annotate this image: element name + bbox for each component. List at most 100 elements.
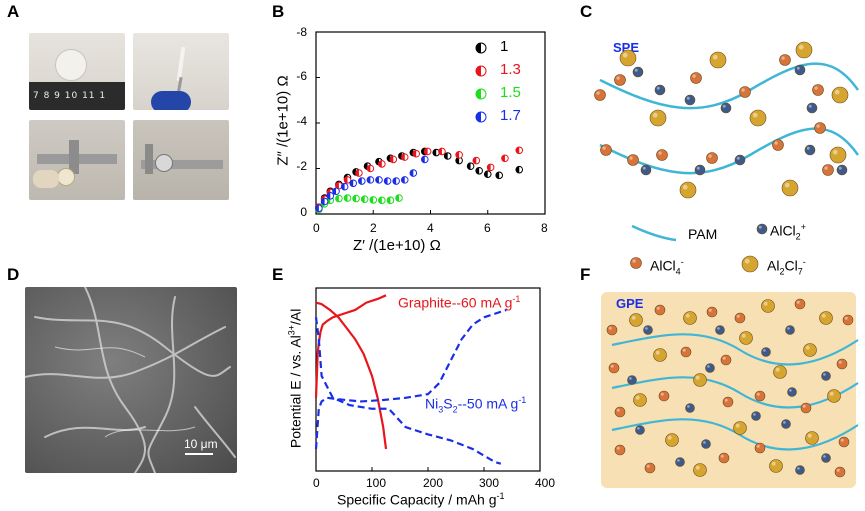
photo-membrane-flexible: [133, 33, 229, 110]
b-plot-frame: [315, 31, 546, 215]
f-ion-alcl4-shine: [682, 348, 686, 352]
b-point-3-fill: [401, 176, 405, 184]
c-ion-alcl2-shine: [736, 156, 740, 160]
ruler: 7 8 9 10 11 1: [29, 82, 125, 110]
c-ion-alcl4-shine: [658, 151, 662, 155]
f-ion-al2cl7: [665, 433, 679, 447]
c-ion-alcl4-shine: [602, 146, 606, 150]
f-ion-alcl2-shine: [687, 405, 690, 408]
c-ion-al2cl7-shine: [832, 149, 838, 155]
c-ion-alcl4: [814, 122, 826, 134]
f-ion-alcl4: [734, 312, 746, 324]
c-legend-alcl2-marker-shine: [758, 225, 762, 229]
c-ion-al2cl7: [781, 179, 799, 197]
f-ion-alcl4: [680, 346, 692, 358]
b-point-3-fill: [392, 177, 397, 185]
f-ion-al2cl7-shine: [635, 395, 640, 400]
c-ion-alcl2-shine: [656, 86, 660, 90]
b-point-1-fill: [472, 157, 477, 164]
b-point-3-fill: [321, 198, 325, 205]
f-ion-al2cl7: [633, 393, 647, 407]
c-ion-alcl4-shine: [814, 86, 818, 90]
f-ion-alcl2: [787, 387, 797, 397]
c-legend-al2cl7: Al2Cl7-: [767, 257, 806, 276]
f-ion-alcl4: [718, 452, 730, 464]
ni-sub: 3: [438, 404, 444, 415]
f-ion-alcl4: [836, 358, 848, 370]
f-ion-al2cl7: [827, 389, 841, 403]
c-ion-al2cl7: [831, 86, 849, 104]
c-ion-alcl2-shine: [796, 66, 800, 70]
f-ion-alcl4: [800, 402, 812, 414]
f-ion-alcl4: [658, 390, 670, 402]
b-point-1-fill: [487, 164, 491, 171]
c-ion-alcl2-shine: [686, 96, 690, 100]
b-point-3-fill: [375, 176, 379, 184]
f-ion-al2cl7-shine: [685, 313, 690, 318]
b-point-0-fill: [495, 172, 500, 179]
f-ion-al2cl7: [769, 459, 783, 473]
c-ion-alcl4: [600, 144, 612, 156]
f-ion-alcl4-shine: [796, 300, 800, 304]
f-ion-al2cl7-shine: [695, 375, 700, 380]
c-ion-alcl4-shine: [774, 141, 778, 145]
c-ion-al2cl7-shine: [798, 44, 804, 50]
c-ion-alcl4: [779, 54, 791, 66]
c-ion-alcl4: [594, 89, 606, 101]
photo-caliper-measure: [133, 120, 229, 200]
c-legend-al2cl7-marker: [741, 255, 759, 273]
f-ion-alcl2: [675, 457, 685, 467]
f-ion-alcl2-shine: [783, 421, 786, 424]
ni-text: Ni: [425, 395, 439, 412]
f-ion-al2cl7-shine: [741, 333, 746, 338]
f-ion-alcl2-shine: [677, 459, 680, 462]
b-point-1-fill: [344, 176, 348, 184]
f-ion-alcl4: [794, 298, 806, 310]
c-ion-al2cl7-shine: [834, 89, 840, 95]
c-ion-alcl4-shine: [629, 156, 633, 160]
f-ion-alcl2-shine: [823, 373, 826, 376]
s-text: S: [443, 395, 453, 412]
c-ion-alcl4-shine: [824, 166, 828, 170]
caliper-dial: [155, 154, 173, 172]
c-legend-alcl4-marker-shine: [632, 259, 636, 263]
f-ion-alcl2: [821, 371, 831, 381]
c-ion-alcl2: [684, 94, 696, 106]
c-ion-alcl2: [720, 102, 732, 114]
c-ion-al2cl7-shine: [682, 184, 688, 190]
f-ion-alcl2-shine: [823, 455, 826, 458]
b-legend-marker-2-fill: [476, 89, 481, 99]
b-legend-marker-0-fill: [476, 43, 481, 53]
c-ion-alcl2: [632, 66, 644, 78]
f-ion-alcl4: [644, 462, 656, 474]
sem-image: 10 μm: [25, 287, 237, 473]
b-point-1-fill: [378, 160, 382, 168]
c-ion-alcl4: [739, 86, 751, 98]
c-legend-alcl4: AlCl4-: [650, 257, 684, 276]
c-ion-alcl4: [772, 139, 784, 151]
b-point-3-fill: [327, 192, 331, 200]
f-ion-alcl2: [627, 375, 637, 385]
f-ion-alcl4: [720, 354, 732, 366]
c-ion-alcl2: [836, 164, 848, 176]
b-ytick: -4: [296, 114, 307, 128]
e-annot-graphite-sup: -1: [512, 294, 521, 304]
b-point-1-fill: [389, 156, 394, 163]
f-ion-al2cl7-shine: [807, 433, 812, 438]
f-ion-alcl4-shine: [844, 316, 848, 320]
b-ytick: -8: [296, 25, 307, 39]
b-legend-label: 1.3: [500, 61, 521, 78]
b-point-1-fill: [438, 148, 442, 155]
f-ion-al2cl7: [693, 463, 707, 477]
caliper-jaw: [145, 144, 153, 174]
c-ion-alcl4: [627, 154, 639, 166]
f-ion-alcl4: [606, 324, 618, 336]
c-ion-al2cl7: [709, 51, 727, 69]
b-point-2-fill: [361, 195, 365, 203]
b-xtick: 6: [484, 221, 491, 235]
alcl4-sup: -: [680, 257, 684, 267]
c-ion-alcl4-shine: [692, 74, 696, 78]
b-point-3-fill: [358, 177, 362, 185]
f-ion-al2cl7: [803, 343, 817, 357]
c-ion-alcl4: [812, 84, 824, 96]
